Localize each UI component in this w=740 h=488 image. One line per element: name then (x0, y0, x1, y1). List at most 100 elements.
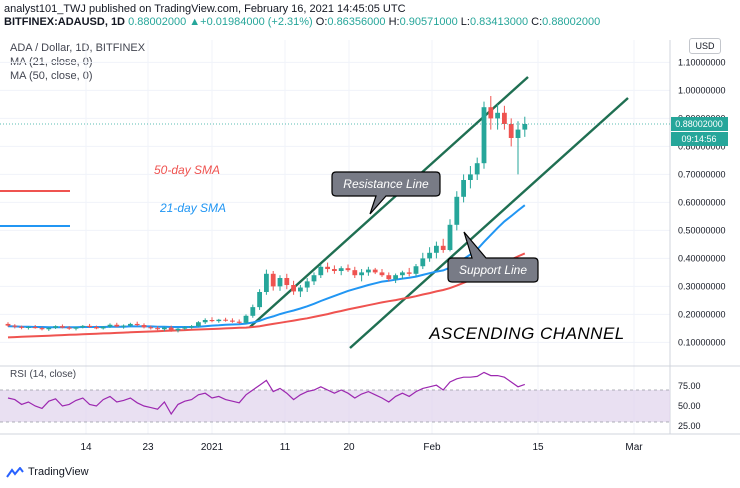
candle-body (196, 322, 201, 327)
candle (87, 323, 92, 328)
chart-title: ADA / Dollar, 1D, BITFINEX (10, 42, 146, 54)
candle (189, 325, 194, 329)
candle-body (325, 266, 330, 270)
candle (338, 266, 344, 276)
candle-body (488, 107, 494, 119)
support-callout-text: Support Line (459, 263, 527, 277)
candle-body (515, 129, 521, 138)
candle-body (230, 320, 235, 322)
price-tick-label: 0.70000000 (678, 169, 726, 179)
price-axis[interactable]: 1.10000000 1.00000000 0.90000000 0.80000000… (678, 57, 726, 347)
candle-body (522, 124, 528, 130)
resistance-callout-text: Resistance Line (343, 177, 429, 191)
candle-body (223, 319, 228, 321)
close-value: 0.88002000 (542, 16, 601, 28)
candle (155, 326, 160, 331)
candle-body (216, 319, 222, 322)
price-tick-label: 0.20000000 (678, 309, 726, 319)
currency-button[interactable]: USD (689, 38, 721, 54)
price-tick-label: 0.30000000 (678, 281, 726, 291)
current-price-box (671, 116, 728, 131)
candle (427, 247, 432, 262)
time-axis[interactable]: 14 23 2021 11 20 Feb 15 Mar (0, 433, 740, 453)
countdown-label: 09:14:56 (681, 134, 716, 144)
candle (454, 191, 460, 231)
candle (386, 272, 392, 282)
candle (32, 325, 38, 329)
candle (352, 266, 358, 278)
time-tick-label: 20 (343, 442, 355, 453)
candle (508, 118, 514, 147)
support-line[interactable] (349, 97, 629, 349)
candle (474, 157, 480, 180)
ma21-line (0, 204, 526, 329)
candle-body (454, 196, 460, 225)
candle (481, 101, 487, 169)
price-tick-label: 0.40000000 (678, 253, 726, 263)
candle (406, 267, 412, 277)
candle (196, 321, 201, 328)
candle (182, 326, 188, 331)
candle (413, 264, 419, 277)
candle-body (284, 278, 290, 285)
candle-body (461, 180, 466, 197)
tradingview-logo[interactable]: TradingView (6, 466, 89, 478)
open-value: 0.86356000 (327, 16, 386, 28)
candle-body (298, 287, 303, 292)
candle-body (318, 266, 324, 276)
candle-body (94, 327, 99, 329)
candle (223, 317, 228, 322)
resistance-callout[interactable]: Resistance Line (331, 171, 441, 215)
rsi-pane: 75.00 50.00 25.00 (0, 365, 740, 431)
time-tick-label: Feb (423, 442, 441, 453)
candle-body (100, 326, 106, 329)
candle-body (26, 327, 31, 328)
symbol-label: BITFINEX:ADAUSD, 1D (4, 16, 126, 28)
candle (60, 324, 65, 329)
candle (372, 267, 378, 275)
candle (277, 275, 283, 291)
resistance-line[interactable] (249, 76, 529, 328)
time-tick-label: 15 (532, 442, 544, 453)
candle-body (311, 275, 317, 282)
candle-body (80, 325, 86, 328)
candle (73, 326, 79, 331)
ma50-legend[interactable]: MA (50, close, 0) (10, 70, 93, 82)
ascending-channel (249, 76, 629, 349)
time-tick-label: 11 (280, 442, 291, 453)
support-callout[interactable]: Support Line (447, 231, 539, 283)
candle-body (379, 272, 385, 276)
candle (257, 289, 262, 310)
candle-body (60, 326, 65, 328)
candle-body (400, 272, 405, 276)
price-tick-label: 0.50000000 (678, 225, 726, 235)
candle-body (270, 273, 276, 287)
candle-body (420, 258, 426, 267)
candle (291, 280, 296, 295)
candle-body (155, 328, 160, 330)
candle-body (393, 275, 398, 280)
candle-body (19, 326, 24, 328)
tradingview-brand: TradingView (28, 466, 89, 478)
candle (100, 326, 106, 330)
last-price: 0.88002000 (128, 16, 187, 28)
candle (264, 269, 269, 295)
rsi-band (0, 390, 670, 422)
candle-body (332, 269, 337, 271)
candle (80, 325, 86, 329)
low-label: L: (460, 16, 470, 28)
candle (243, 314, 249, 324)
close-label: C: (531, 16, 543, 28)
ma21-legend[interactable]: MA (21, close, 0) (10, 56, 93, 68)
candle (202, 318, 208, 324)
candle (318, 264, 324, 278)
ma50-series (7, 252, 526, 339)
candle-body (372, 269, 378, 273)
candle-body (277, 278, 283, 287)
ma50-line (0, 190, 526, 339)
candle (12, 324, 18, 329)
candle (461, 174, 466, 203)
candle-body (257, 292, 262, 308)
rsi-tick-label: 25.00 (678, 421, 701, 431)
